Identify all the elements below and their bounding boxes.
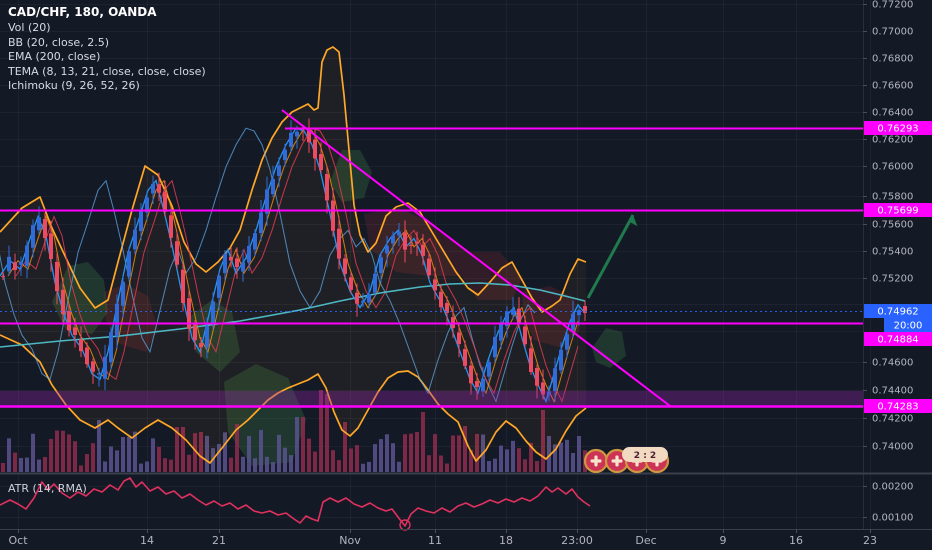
time-tick-label: Nov: [339, 534, 361, 547]
svg-text:0.74884: 0.74884: [877, 335, 918, 346]
atr-tick-label: 0.00200: [872, 482, 913, 493]
time-tick-label: 9: [720, 534, 727, 547]
emoji-count-text: 2 : 2: [634, 451, 656, 461]
ema-200-line: [0, 282, 586, 348]
time-tick-label: 23: [863, 534, 877, 547]
indicator-ema[interactable]: EMA (200, close): [8, 50, 101, 64]
bb-fill: [0, 47, 586, 463]
price-tick-label: 0.76000: [872, 162, 913, 173]
current-price-label: [864, 304, 932, 318]
price-level-label: [864, 332, 932, 346]
svg-text:0.74283: 0.74283: [877, 402, 918, 413]
time-tick-label: 16: [789, 534, 803, 547]
svg-text:20:00: 20:00: [894, 321, 923, 332]
indicator-volume[interactable]: Vol (20): [8, 21, 51, 35]
price-level-label: [864, 203, 932, 217]
price-level-label: [864, 121, 932, 135]
ichimoku-kijun-line: [15, 127, 579, 403]
price-tick-label: 0.74400: [872, 386, 913, 397]
indicator-tema[interactable]: TEMA (8, 13, 21, close, close, close): [8, 64, 206, 78]
support-band[interactable]: [0, 391, 863, 407]
price-tick-label: 0.77200: [872, 0, 913, 11]
price-tick-label: 0.74200: [872, 414, 913, 425]
time-axis[interactable]: [0, 529, 932, 550]
atr-indicator-label[interactable]: ATR (14, RMA): [8, 482, 87, 495]
atr-tick-label: 0.00100: [872, 513, 913, 524]
ichimoku-chikou-line: [0, 127, 536, 403]
bb-upper-band: [0, 46, 587, 313]
drawings-layer: [0, 109, 863, 408]
price-tick-label: 0.74600: [872, 358, 913, 369]
time-tick-label: 18: [499, 534, 513, 547]
symbol-title[interactable]: CAD/CHF, 180, OANDA: [8, 5, 157, 19]
svg-text:0.74962: 0.74962: [877, 307, 918, 318]
price-tick-label: 0.76600: [872, 81, 913, 92]
price-pane: [0, 46, 626, 472]
time-tick-label: Oct: [8, 534, 28, 547]
chart-legend: CAD/CHF, 180, OANDA Vol (20) BB (20, clo…: [8, 5, 206, 93]
price-tick-label: 0.75400: [872, 247, 913, 258]
time-tick-label: 21: [212, 534, 226, 547]
time-tick-label: 23:00: [561, 534, 593, 547]
price-tick-label: 0.75800: [872, 192, 913, 203]
bar-countdown-label: [884, 318, 932, 332]
time-tick-label: 11: [428, 534, 442, 547]
time-tick-label: Dec: [635, 534, 656, 547]
grid-lines: [0, 0, 871, 529]
indicator-ichimoku[interactable]: Ichimoku (9, 26, 52, 26): [8, 79, 140, 93]
price-tick-label: 0.74000: [872, 442, 913, 453]
svg-text:0.75699: 0.75699: [877, 206, 918, 217]
up-arrow-drawing[interactable]: [586, 214, 638, 299]
atr-line: [0, 477, 591, 527]
price-tick-label: 0.75600: [872, 220, 913, 231]
price-tick-label: 0.77000: [872, 27, 913, 38]
price-tick-label: 0.75200: [872, 274, 913, 285]
price-tick-label: 0.76800: [872, 54, 913, 65]
price-tick-label: 0.76400: [872, 108, 913, 119]
price-level-label: [864, 399, 932, 413]
emoji-sticker-cluster[interactable]: 2 : 2: [583, 447, 670, 474]
indicator-bollinger-bands[interactable]: BB (20, close, 2.5): [8, 35, 109, 49]
descending-trendline[interactable]: [281, 109, 671, 407]
price-axis[interactable]: [864, 0, 932, 529]
time-tick-label: 14: [140, 534, 154, 547]
svg-text:0.76293: 0.76293: [877, 124, 918, 135]
emoji-count-bubble[interactable]: [622, 447, 668, 462]
bb-lower-band: [0, 334, 587, 464]
price-tick-label: 0.76200: [872, 135, 913, 146]
